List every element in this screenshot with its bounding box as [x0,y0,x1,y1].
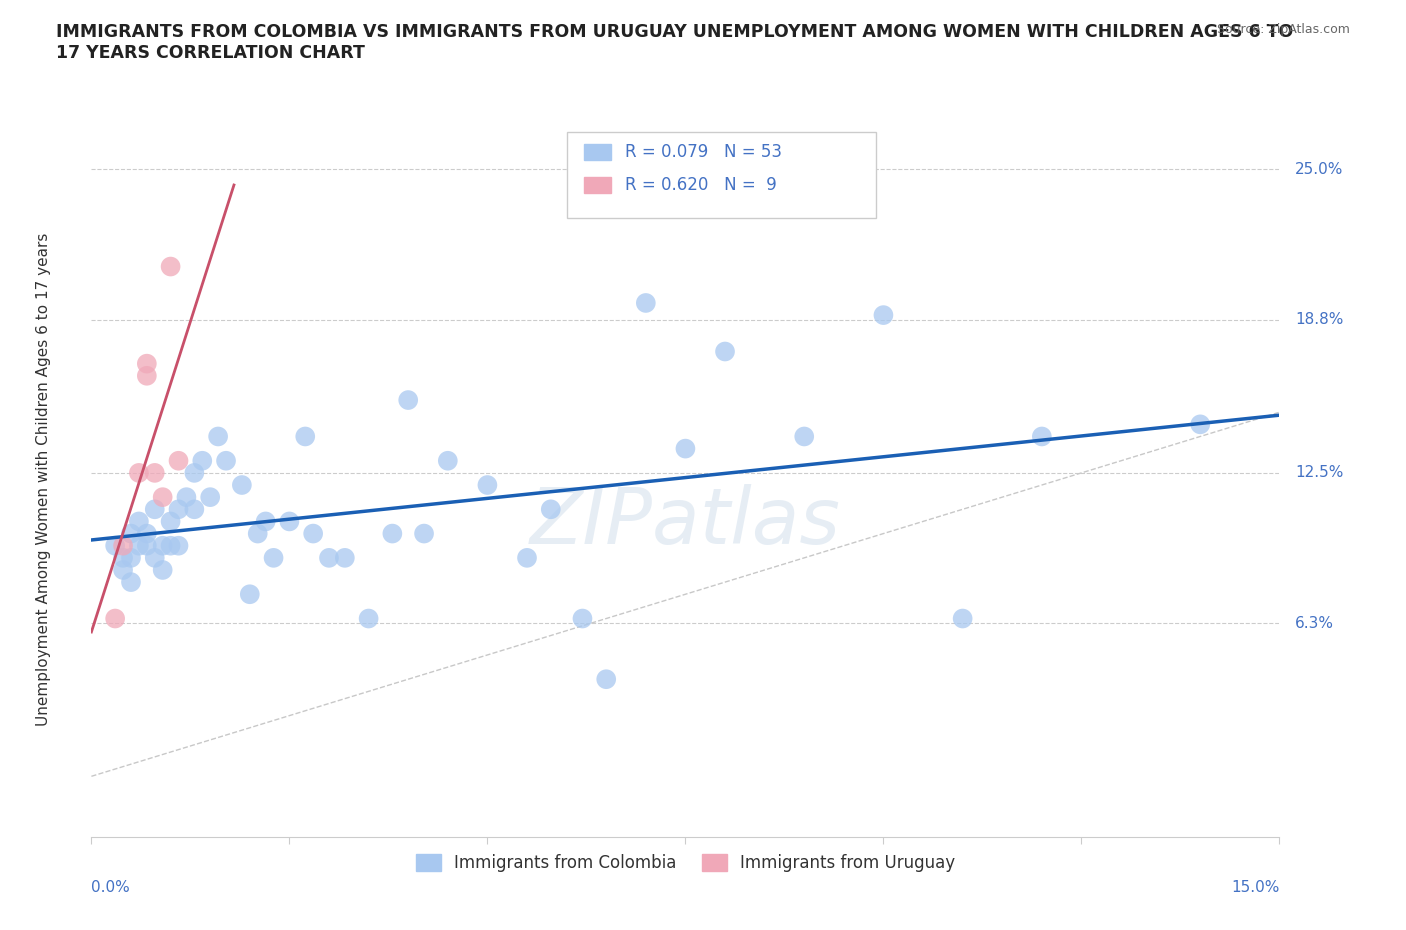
Text: IMMIGRANTS FROM COLOMBIA VS IMMIGRANTS FROM URUGUAY UNEMPLOYMENT AMONG WOMEN WIT: IMMIGRANTS FROM COLOMBIA VS IMMIGRANTS F… [56,23,1294,62]
Text: 18.8%: 18.8% [1295,312,1344,327]
FancyBboxPatch shape [567,132,876,218]
Point [167,453,190,468]
Point [1189,417,1212,432]
Point [239,587,262,602]
Point [381,526,404,541]
Point [263,551,285,565]
Point [540,502,562,517]
Point [159,259,181,274]
Point [135,356,157,371]
Point [152,563,174,578]
Point [191,453,214,468]
Point [152,538,174,553]
Point [143,551,166,565]
Point [143,465,166,480]
Point [634,296,657,311]
Point [413,526,436,541]
Text: ZIPatlas: ZIPatlas [530,484,841,560]
Text: R = 0.620   N =  9: R = 0.620 N = 9 [624,177,776,194]
Point [159,514,181,529]
Point [246,526,269,541]
Text: Source: ZipAtlas.com: Source: ZipAtlas.com [1216,23,1350,36]
Point [793,429,815,444]
Point [396,392,419,407]
Point [714,344,737,359]
Point [135,526,157,541]
Point [120,575,142,590]
Point [477,478,499,493]
Point [673,441,696,456]
Point [167,538,190,553]
Point [143,502,166,517]
Point [112,538,135,553]
Point [952,611,974,626]
FancyBboxPatch shape [585,178,610,193]
Point [200,490,222,505]
Point [231,478,253,493]
Point [167,502,190,517]
Point [333,551,356,565]
Point [516,551,538,565]
Point [128,465,150,480]
Point [302,526,325,541]
Text: 25.0%: 25.0% [1295,162,1344,177]
Point [183,502,205,517]
Point [152,490,174,505]
Point [1031,429,1053,444]
Point [571,611,593,626]
Point [120,551,142,565]
Point [357,611,380,626]
Point [128,514,150,529]
Point [183,465,205,480]
Text: R = 0.079   N = 53: R = 0.079 N = 53 [624,142,782,161]
Text: 6.3%: 6.3% [1295,616,1334,631]
Point [207,429,229,444]
Point [159,538,181,553]
Point [120,526,142,541]
Point [104,538,127,553]
Text: 15.0%: 15.0% [1232,880,1279,895]
Point [595,671,617,686]
Point [112,551,135,565]
Text: Unemployment Among Women with Children Ages 6 to 17 years: Unemployment Among Women with Children A… [37,232,52,725]
FancyBboxPatch shape [585,144,610,160]
Point [128,538,150,553]
Point [104,611,127,626]
Point [254,514,277,529]
Point [294,429,316,444]
Point [318,551,340,565]
Point [872,308,894,323]
Point [176,490,198,505]
Text: 12.5%: 12.5% [1295,465,1344,481]
Legend: Immigrants from Colombia, Immigrants from Uruguay: Immigrants from Colombia, Immigrants fro… [409,847,962,879]
Point [135,538,157,553]
Point [215,453,238,468]
Point [135,368,157,383]
Point [278,514,301,529]
Point [112,563,135,578]
Point [436,453,458,468]
Text: 0.0%: 0.0% [91,880,131,895]
